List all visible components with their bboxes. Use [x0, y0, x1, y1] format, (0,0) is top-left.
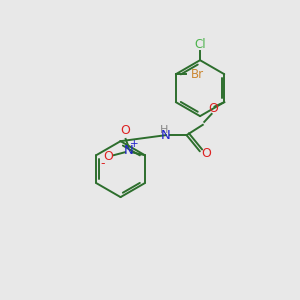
Text: Cl: Cl [194, 38, 206, 51]
Text: N: N [124, 144, 134, 157]
Text: N: N [161, 129, 171, 142]
Text: -: - [101, 157, 105, 169]
Text: O: O [201, 147, 211, 160]
Text: O: O [208, 102, 218, 115]
Text: +: + [130, 139, 138, 149]
Text: Br: Br [190, 68, 204, 81]
Text: O: O [103, 150, 113, 163]
Text: O: O [121, 124, 130, 136]
Text: H: H [160, 125, 169, 135]
